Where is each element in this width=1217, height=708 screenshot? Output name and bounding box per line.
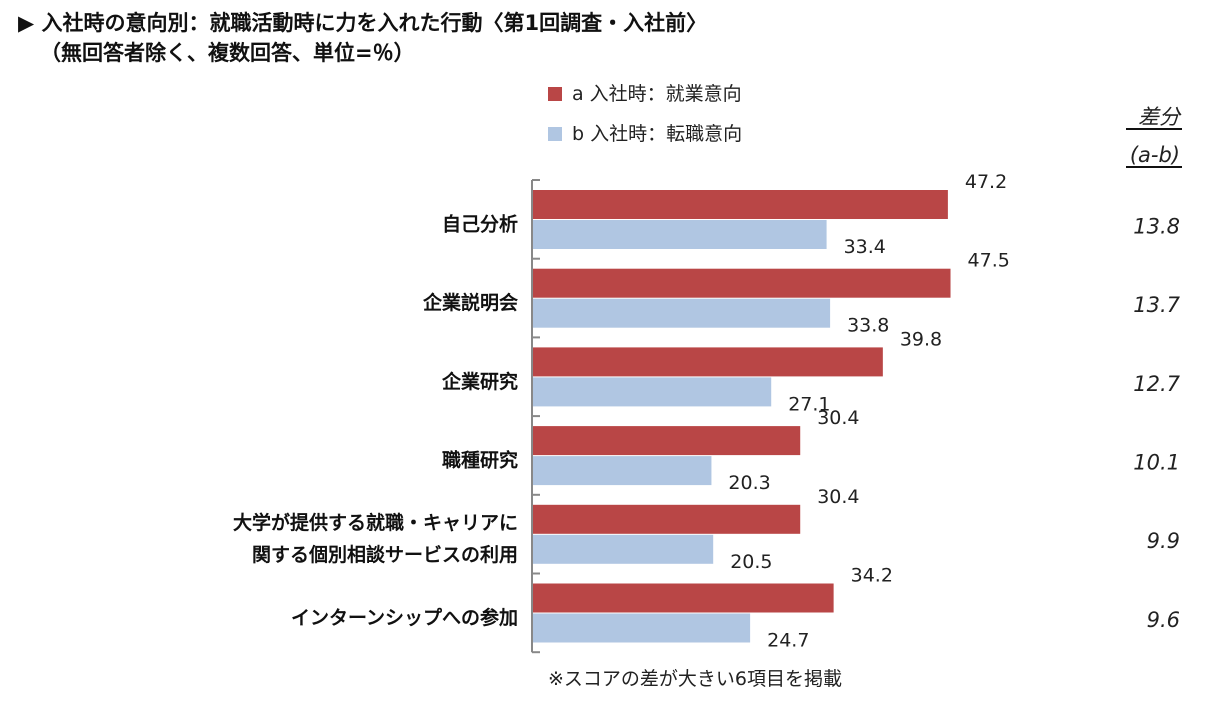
- data-label: 47.5: [968, 250, 1010, 272]
- category-label: 大学が提供する就職・キャリアに: [233, 511, 518, 534]
- data-label: 33.4: [844, 236, 886, 258]
- bar-a: [533, 583, 834, 613]
- bar-a: [533, 268, 951, 298]
- footnote: ※スコアの差が大きい6項目を掲載: [548, 668, 843, 690]
- category-label: インターンシップへの参加: [291, 606, 518, 629]
- bar-a: [533, 347, 883, 377]
- category-label: 自己分析: [442, 212, 518, 235]
- difference-header: 差分: [1138, 105, 1182, 129]
- legend-label: a 入社時：就業意向: [572, 83, 742, 105]
- data-label: 47.2: [965, 171, 1007, 193]
- category-label: 企業研究: [441, 370, 518, 393]
- difference-value: 9.6: [1147, 608, 1180, 632]
- data-label: 27.1: [788, 393, 830, 415]
- data-label: 33.8: [847, 315, 889, 337]
- data-label: 39.8: [900, 328, 942, 350]
- bar-a: [533, 504, 801, 534]
- bar-a: [533, 426, 801, 456]
- difference-value: 10.1: [1133, 450, 1180, 474]
- data-label: 24.7: [767, 630, 809, 652]
- category-label: 関する個別相談サービスの利用: [252, 543, 518, 566]
- title-line1: ▶ 入社時の意向別：就職活動時に力を入れた行動〈第1回調査・入社前〉: [18, 11, 708, 35]
- legend-swatch: [548, 87, 562, 101]
- legend-label: b 入社時：転職意向: [572, 123, 742, 145]
- bar-b: [533, 456, 712, 486]
- bar-b: [533, 298, 831, 328]
- data-label: 30.4: [817, 486, 859, 508]
- category-label: 職種研究: [442, 448, 518, 471]
- difference-value: 13.8: [1133, 214, 1180, 238]
- bar-b: [533, 613, 751, 643]
- legend-swatch: [548, 127, 562, 141]
- difference-value: 12.7: [1133, 372, 1180, 396]
- category-label: 企業説明会: [422, 291, 518, 314]
- bar-b: [533, 220, 827, 249]
- data-label: 34.2: [851, 565, 893, 587]
- data-label: 20.5: [730, 551, 772, 573]
- bar-b: [533, 377, 772, 407]
- chart-title: ▶ 入社時の意向別：就職活動時に力を入れた行動〈第1回調査・入社前〉 （無回答者…: [18, 8, 707, 68]
- data-label: 30.4: [817, 407, 859, 429]
- title-line2: （無回答者除く、複数回答、単位=％）: [40, 41, 415, 65]
- difference-value: 13.7: [1133, 293, 1180, 317]
- bar-b: [533, 534, 714, 564]
- bar-a: [533, 190, 948, 219]
- data-label: 20.3: [728, 472, 770, 494]
- difference-value: 9.9: [1147, 529, 1180, 553]
- difference-header: (a-b): [1130, 143, 1180, 167]
